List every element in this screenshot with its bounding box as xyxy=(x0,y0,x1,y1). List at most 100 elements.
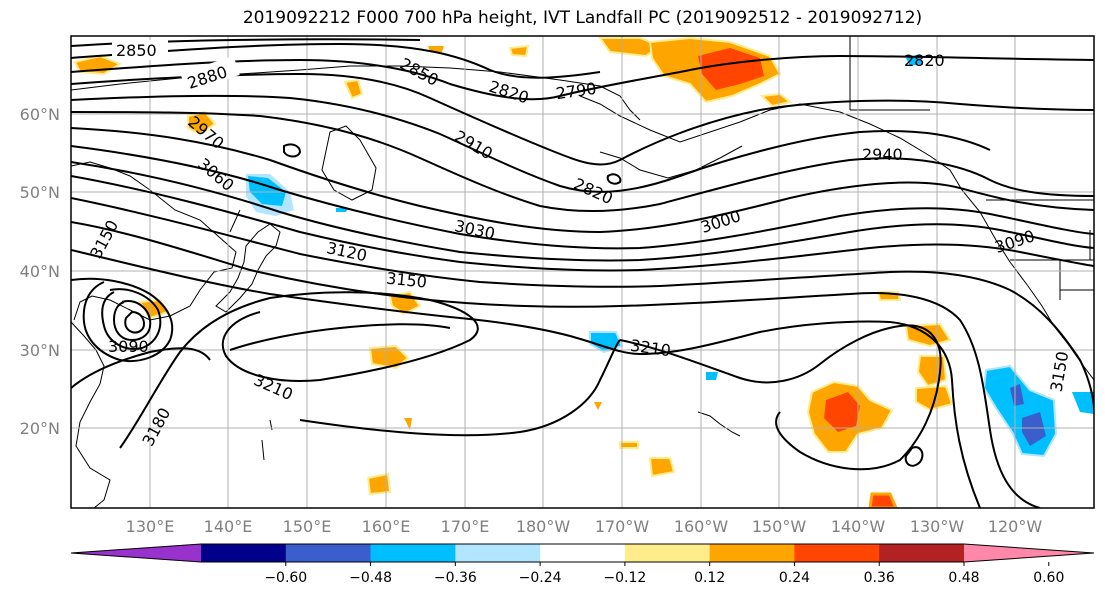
map-title: 2019092212 F000 700 hPa height, IVT Land… xyxy=(242,8,923,28)
hawaii-islands xyxy=(697,411,741,437)
colorbar-segment xyxy=(370,544,456,562)
lon-label: 140°W xyxy=(831,517,886,536)
height-contour xyxy=(101,288,162,350)
japan-coastline xyxy=(215,223,281,313)
height-contour xyxy=(283,143,302,158)
ivt-positive-region xyxy=(343,78,364,100)
colorbar-tick-label: 0.48 xyxy=(948,570,979,586)
height-contour xyxy=(71,175,1094,272)
colorbar-tick-label: −0.60 xyxy=(264,570,307,586)
ivt-negative-region xyxy=(706,372,718,380)
colorbar-tick-label: −0.36 xyxy=(434,570,477,586)
height-contour xyxy=(299,339,621,437)
lon-label: 160°W xyxy=(674,517,729,536)
colorbar-segment xyxy=(879,544,965,562)
height-contour xyxy=(71,38,421,47)
lon-label: 140°E xyxy=(204,517,253,536)
colorbar-segment xyxy=(794,544,880,562)
ivt-negative-region xyxy=(1072,392,1094,414)
ivt-strong-positive-region xyxy=(824,392,860,432)
colorbar-tick-label: 0.60 xyxy=(1033,570,1064,586)
contour-label: 2820 xyxy=(904,51,945,70)
lon-label: 180°W xyxy=(516,517,571,536)
latitude-labels: 60°N 50°N 40°N 30°N 20°N xyxy=(20,105,60,438)
colorbar-tick-label: −0.24 xyxy=(519,570,562,586)
height-contour xyxy=(229,323,451,351)
lon-label: 170°W xyxy=(595,517,650,536)
height-contour xyxy=(119,291,479,449)
longitude-labels: 130°E 140°E 150°E 160°E 170°E 180°W 170°… xyxy=(126,517,1043,536)
map-frame xyxy=(70,35,1095,509)
height-contour xyxy=(71,127,1094,234)
colorbar-segment xyxy=(285,544,372,562)
alaska-coastline xyxy=(579,95,1094,381)
height-contour xyxy=(112,300,152,342)
lon-label: 150°W xyxy=(752,517,807,536)
ivt-positive-region xyxy=(868,492,898,508)
ivt-positive-region xyxy=(594,402,602,410)
map-plot-area: 2850 2880 2850 2820 2790 2820 2910 2820 … xyxy=(71,36,1094,508)
ivt-positive-region xyxy=(404,418,412,430)
lon-label: 130°W xyxy=(910,517,965,536)
height-contour xyxy=(71,347,211,389)
lon-label: 160°E xyxy=(362,517,411,536)
ivt-positive-region xyxy=(508,44,530,58)
height-contour xyxy=(71,111,1094,213)
colorbar-tick-label: 0.24 xyxy=(779,570,810,586)
north-america-border xyxy=(849,36,1094,300)
contour-label: 2850 xyxy=(116,41,157,60)
height-contour xyxy=(71,221,1041,508)
colorbar-tick-label: 0.36 xyxy=(864,570,895,586)
lat-label: 50°N xyxy=(20,183,60,202)
height-contour xyxy=(904,446,924,467)
height-contour xyxy=(71,54,1094,101)
height-contour xyxy=(71,277,174,362)
height-contour xyxy=(71,72,1094,166)
kamchatka-coastline xyxy=(321,125,377,201)
height-contour xyxy=(606,173,622,185)
lon-label: 120°W xyxy=(988,517,1043,536)
colorbar-segment xyxy=(455,544,541,562)
height-contour xyxy=(71,249,981,508)
lat-label: 60°N xyxy=(20,105,60,124)
colorbar-segment xyxy=(201,544,287,562)
colorbar-outline xyxy=(70,543,1095,563)
lat-label: 30°N xyxy=(20,341,60,360)
colorbar-tick-label: −0.12 xyxy=(603,570,646,586)
height-contour xyxy=(71,42,601,79)
ivt-strong-positive-region xyxy=(698,48,764,90)
asia-coastline xyxy=(71,161,237,508)
contour-label: 2940 xyxy=(862,145,903,164)
height-contour xyxy=(71,145,1094,250)
height-contour xyxy=(71,94,991,193)
ivt-strong-negative-region xyxy=(1022,412,1046,446)
colorbar-segment xyxy=(540,544,626,562)
colorbar-extend-low xyxy=(71,544,201,562)
lon-label: 130°E xyxy=(126,517,175,536)
ivt-strong-negative-region xyxy=(1010,384,1024,406)
contour-label: 3150 xyxy=(385,269,427,292)
colorbar-tick-label: −0.48 xyxy=(349,570,392,586)
colorbar-segment xyxy=(624,544,711,562)
aleutian-islands xyxy=(599,145,743,179)
lon-label: 150°E xyxy=(283,517,332,536)
colorbar-tick-label: 0.12 xyxy=(694,570,725,586)
height-contour xyxy=(619,324,942,471)
ivt-positive-region xyxy=(759,92,793,108)
lat-label: 20°N xyxy=(20,419,60,438)
height-contour xyxy=(124,310,146,334)
ivt-positive-region xyxy=(648,457,676,478)
ivt-positive-region xyxy=(915,384,954,412)
lat-label: 40°N xyxy=(20,262,60,281)
ivt-colorbar: −0.60 −0.48 −0.36 −0.24 −0.12 0.12 0.24 0.36 0.4… xyxy=(70,543,1095,586)
lon-label: 170°E xyxy=(441,517,490,536)
colorbar-extend-high xyxy=(964,544,1094,562)
ivt-positive-region xyxy=(366,472,392,496)
height-contours xyxy=(71,38,1094,508)
contour-label: 3090 xyxy=(108,337,149,356)
height-contour xyxy=(71,197,1094,411)
colorbar-segment xyxy=(709,544,795,562)
height-contour xyxy=(71,161,1094,262)
ivt-positive-region xyxy=(619,441,639,449)
